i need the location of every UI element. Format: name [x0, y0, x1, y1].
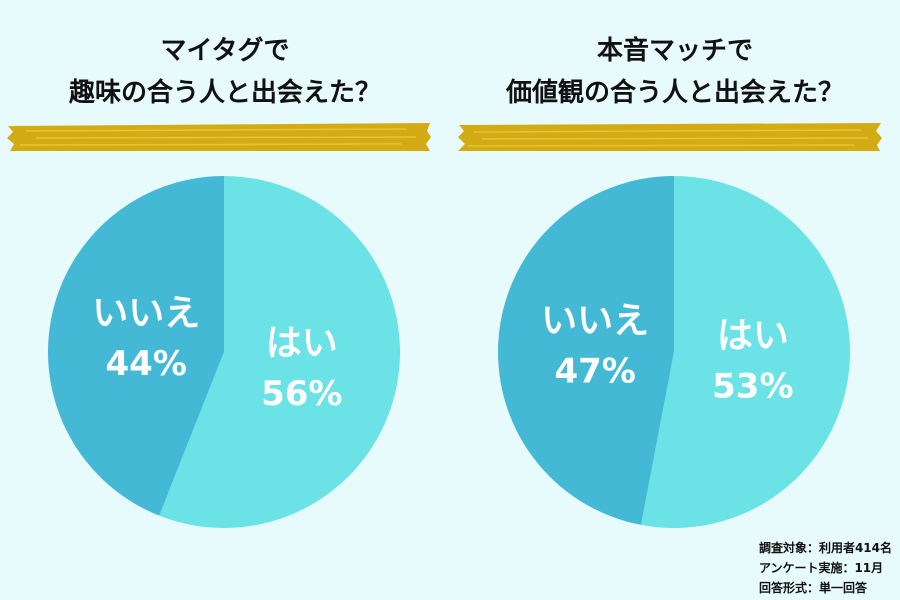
- chart-title-line-1: 本音マッチで: [596, 36, 753, 66]
- pie-slice-no: [47, 176, 224, 516]
- slice-value-label: 56%: [261, 374, 342, 414]
- chart-title-line-2: 趣味の合う人と出会えた？: [68, 78, 381, 108]
- pie-slice-yes: [641, 176, 850, 528]
- footnote-line: アンケート実施：11月: [758, 561, 884, 575]
- pie-slice-no: [497, 176, 674, 525]
- chart-title-line-1: マイタグで: [160, 36, 290, 66]
- pie-chart: はい 56% いいえ 44%: [47, 176, 400, 528]
- chart-title-line-2: 価値観の合う人と出会えた？: [505, 78, 844, 108]
- survey-footnote: 調査対象：利用者414名 アンケート実施：11月 回答形式：単一回答: [759, 538, 892, 598]
- chart-title: 本音マッチで 価値観の合う人と出会えた？: [450, 30, 900, 114]
- pie-chart: はい 53% いいえ 47%: [497, 176, 850, 528]
- slice-label: はい: [717, 315, 789, 356]
- footnote-line: 調査対象：利用者414名: [758, 541, 892, 555]
- chart-title: マイタグで 趣味の合う人と出会えた？: [0, 30, 450, 114]
- slice-value-label: 44%: [106, 344, 187, 384]
- slice-label: いいえ: [541, 301, 649, 342]
- footnote-line: 回答形式：単一回答: [758, 581, 867, 595]
- slice-value-label: 53%: [712, 366, 793, 406]
- chart-panel-hobby: マイタグで 趣味の合う人と出会えた？ はい 56% いいえ 44%: [0, 0, 450, 540]
- pie-slice-yes: [159, 176, 400, 528]
- chart-panel-values: 本音マッチで 価値観の合う人と出会えた？ はい 53% いいえ 47%: [450, 0, 900, 540]
- slice-value-label: 47%: [554, 352, 635, 392]
- brush-underline: [7, 123, 431, 151]
- slice-label: いいえ: [92, 293, 200, 334]
- slice-label: はい: [266, 323, 338, 364]
- brush-underline: [458, 123, 882, 151]
